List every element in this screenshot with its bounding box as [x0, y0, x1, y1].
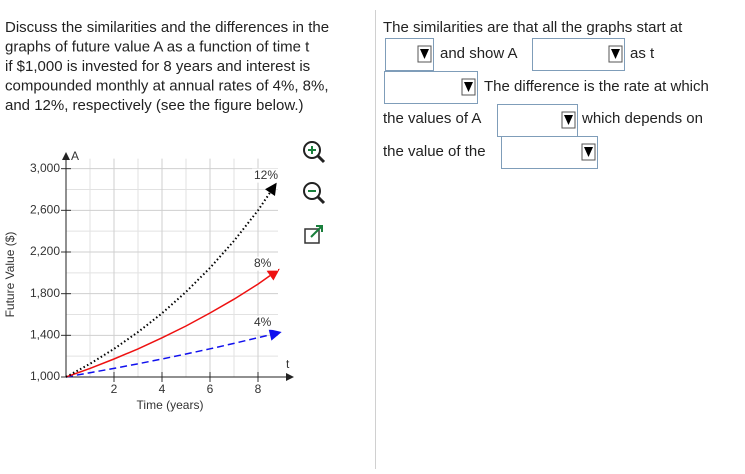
y-tick-label: 3,000 [30, 161, 60, 175]
series-line [65, 274, 271, 378]
dropdown[interactable] [385, 38, 434, 71]
series-arrow [266, 268, 280, 281]
series-line [65, 192, 271, 378]
chart: 1,000 1,400 1,800 2,200 2,600 3,000 2 4 6 8 At Time… [3, 149, 294, 412]
y-tick-label: 1,800 [30, 286, 60, 300]
x-axis-title: Time (years) [137, 398, 204, 412]
series-label-bg [252, 168, 278, 183]
dropdown-arrow[interactable] [464, 82, 473, 92]
series-arrow [265, 182, 277, 196]
series-label-bg [252, 315, 278, 330]
y-axis-title: Future Value ($) [3, 232, 17, 318]
x-tick-label: 6 [207, 382, 214, 396]
x-axis-letter: t [286, 357, 290, 371]
y-tick-label: 2,600 [30, 203, 60, 217]
answer-text: The difference is the rate at which [484, 78, 709, 95]
answer-text: The similarities are that all the graphs… [383, 19, 683, 36]
y-tick-label: 1,400 [30, 328, 60, 342]
question-line: Discuss the similarities and the differe… [5, 19, 329, 36]
answer: The similarities are that all the graphs… [383, 19, 709, 169]
series-label-bg [252, 256, 278, 271]
dropdown[interactable] [532, 38, 625, 71]
question-line: graphs of future value A as a function o… [5, 38, 310, 55]
zoom-out-button[interactable] [303, 182, 326, 205]
series-label: 8% [254, 256, 272, 270]
question: Discuss the similarities and the differe… [5, 19, 329, 114]
y-axis-letter: A [71, 149, 79, 163]
x-axis-arrow [286, 373, 294, 381]
series-line [65, 334, 271, 378]
dropdown[interactable] [501, 136, 598, 169]
dropdown-arrow[interactable] [420, 49, 429, 59]
dropdown[interactable] [384, 71, 478, 104]
popout-button[interactable] [304, 225, 323, 244]
series-label: 12% [254, 168, 278, 182]
question-line: and 12%, respectively (see the figure be… [5, 97, 304, 114]
answer-text: as t [630, 45, 655, 62]
answer-text: and show A [440, 45, 518, 62]
y-tick-label: 1,000 [30, 369, 60, 383]
x-tick-label: 8 [255, 382, 262, 396]
question-line: if $1,000 is invested for 8 years and in… [5, 58, 310, 75]
x-tick-label: 4 [159, 382, 166, 396]
x-tick-label: 2 [111, 382, 118, 396]
y-tick-label: 2,200 [30, 244, 60, 258]
dropdown[interactable] [497, 104, 578, 137]
zoom-in-button[interactable] [303, 141, 326, 164]
dropdown-arrow[interactable] [611, 49, 620, 59]
question-line: compounded monthly at annual rates of 4%… [5, 77, 329, 94]
series-label: 4% [254, 315, 272, 329]
series-arrow [268, 328, 282, 341]
dropdown-arrow[interactable] [584, 147, 593, 157]
answer-text: which depends on [581, 110, 703, 127]
dropdown-arrow[interactable] [564, 115, 573, 125]
answer-text: the value of the [383, 143, 486, 160]
y-axis-arrow [62, 152, 70, 160]
answer-text: the values of A [383, 110, 481, 127]
